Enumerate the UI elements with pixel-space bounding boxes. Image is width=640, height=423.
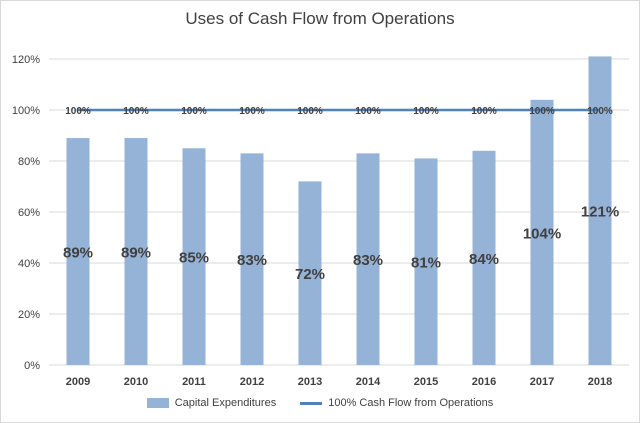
x-tick-label: 2017 bbox=[530, 376, 554, 388]
x-tick-label: 2016 bbox=[472, 376, 496, 388]
x-tick-label: 2015 bbox=[414, 376, 438, 388]
bar-data-label: 121% bbox=[581, 204, 619, 221]
bar-data-label: 84% bbox=[469, 251, 499, 268]
x-tick-label: 2013 bbox=[298, 376, 322, 388]
legend: Capital Expenditures 100% Cash Flow from… bbox=[1, 397, 639, 409]
y-tick-label: 60% bbox=[18, 207, 40, 219]
y-tick-label: 40% bbox=[18, 258, 40, 270]
bar bbox=[240, 153, 264, 365]
line-data-label: 100% bbox=[413, 106, 439, 117]
bar bbox=[588, 56, 612, 365]
bar-data-label: 104% bbox=[523, 225, 561, 242]
legend-swatch-cashflow bbox=[300, 401, 323, 405]
legend-label-cashflow: 100% Cash Flow from Operations bbox=[328, 397, 494, 409]
bar-data-label: 72% bbox=[295, 266, 325, 283]
y-tick-label: 100% bbox=[12, 105, 40, 117]
bar-data-label: 83% bbox=[353, 252, 383, 269]
legend-label-capex: Capital Expenditures bbox=[174, 397, 277, 409]
legend-item-capex: Capital Expenditures bbox=[146, 397, 277, 409]
y-tick-label: 20% bbox=[18, 309, 40, 321]
bar bbox=[472, 150, 496, 365]
bar-data-label: 83% bbox=[237, 252, 267, 269]
bar-data-label: 89% bbox=[121, 245, 151, 262]
bar-data-label: 85% bbox=[179, 250, 209, 267]
bar bbox=[414, 158, 438, 365]
x-tick-label: 2009 bbox=[66, 376, 90, 388]
line-data-label: 100% bbox=[123, 106, 149, 117]
bar-data-label: 89% bbox=[63, 245, 93, 262]
line-data-label: 100% bbox=[587, 106, 613, 117]
line-data-label: 100% bbox=[297, 106, 323, 117]
x-tick-label: 2014 bbox=[356, 376, 381, 388]
x-tick-label: 2010 bbox=[124, 376, 148, 388]
y-tick-label: 0% bbox=[24, 360, 40, 372]
legend-swatch-capex bbox=[146, 398, 169, 408]
y-tick-label: 80% bbox=[18, 156, 40, 168]
bar bbox=[530, 99, 554, 366]
bar-data-label: 81% bbox=[411, 255, 441, 272]
chart-title: Uses of Cash Flow from Operations bbox=[185, 9, 455, 28]
bar bbox=[356, 153, 380, 365]
bar bbox=[66, 138, 90, 365]
bar bbox=[124, 138, 148, 365]
x-tick-label: 2012 bbox=[240, 376, 264, 388]
x-tick-label: 2011 bbox=[182, 376, 206, 388]
y-tick-label: 120% bbox=[12, 54, 40, 66]
line-data-label: 100% bbox=[355, 106, 381, 117]
line-data-label: 100% bbox=[471, 106, 497, 117]
bar bbox=[298, 181, 322, 365]
x-tick-label: 2018 bbox=[588, 376, 612, 388]
line-data-label: 100% bbox=[65, 106, 91, 117]
line-data-label: 100% bbox=[239, 106, 265, 117]
legend-item-cashflow: 100% Cash Flow from Operations bbox=[300, 397, 493, 409]
bar bbox=[182, 148, 206, 365]
line-data-label: 100% bbox=[529, 106, 555, 117]
line-data-label: 100% bbox=[181, 106, 207, 117]
